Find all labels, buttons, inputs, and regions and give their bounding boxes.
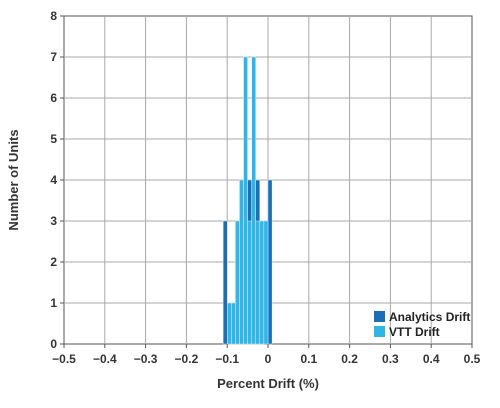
vtt-drift-bar	[259, 220, 265, 345]
vtt-drift-bar	[226, 302, 232, 345]
vtt-drift-bar	[251, 56, 256, 345]
histogram-bars	[222, 56, 273, 345]
y-tick-label: 0	[50, 337, 57, 351]
legend: Analytics Drift VTT Drift	[374, 310, 470, 339]
x-tick-label: 0	[265, 352, 272, 366]
y-axis-title: Number of Units	[6, 129, 21, 230]
x-tick-label: −0.3	[134, 352, 158, 366]
x-tick-label: 0.2	[341, 352, 358, 366]
vtt-drift-bar	[243, 56, 248, 345]
x-tick-label: −0.1	[215, 352, 239, 366]
x-tick-label: −0.4	[93, 352, 117, 366]
x-tick-label: 0.3	[382, 352, 399, 366]
y-tick-label: 3	[50, 214, 57, 228]
vtt-drift-bar	[235, 220, 240, 345]
x-axis-ticks: −0.5 −0.4 −0.3 −0.2 −0.1 0 0.1 0.2 0.3 0.4 0.5	[52, 344, 481, 366]
x-tick-label: 0.5	[464, 352, 481, 366]
y-tick-label: 7	[50, 50, 57, 64]
y-tick-label: 8	[50, 9, 57, 23]
x-axis-title: Percent Drift (%)	[217, 376, 319, 391]
legend-label-analytics: Analytics Drift	[389, 310, 470, 324]
x-tick-label: −0.5	[52, 352, 76, 366]
vtt-drift-bar	[231, 302, 236, 345]
analytics-drift-bar	[267, 179, 273, 345]
x-tick-label: 0.4	[423, 352, 440, 366]
vtt-drift-bar	[255, 220, 261, 345]
y-axis-ticks: 0 1 2 3 4 5 6 7 8	[50, 9, 64, 351]
x-tick-label: 0.1	[300, 352, 317, 366]
legend-label-vtt: VTT Drift	[389, 325, 440, 339]
y-tick-label: 6	[50, 91, 57, 105]
y-tick-label: 5	[50, 132, 57, 146]
legend-swatch-vtt	[374, 326, 385, 337]
vtt-drift-bar	[247, 220, 252, 345]
y-tick-label: 4	[50, 173, 57, 187]
x-tick-label: −0.2	[175, 352, 199, 366]
vtt-drift-bar	[263, 220, 269, 345]
legend-swatch-analytics	[374, 311, 385, 322]
y-tick-label: 2	[50, 255, 57, 269]
analytics-drift-bar	[222, 220, 228, 345]
vtt-drift-bar	[239, 179, 244, 345]
y-tick-label: 1	[50, 296, 57, 310]
